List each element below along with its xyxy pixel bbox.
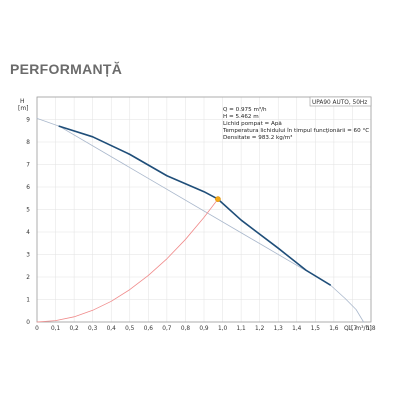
x-tick-label: 0,4	[107, 326, 117, 332]
y-tick-label: 6	[26, 185, 30, 191]
x-tick-label: 1,1	[236, 326, 246, 332]
x-tick-label: 1,5	[311, 326, 321, 332]
plot-frame	[36, 96, 372, 323]
annotation-line: Q = 0.975 m³/h	[223, 106, 267, 113]
x-tick-label: 1,7	[348, 326, 358, 332]
legend-box	[309, 96, 372, 107]
y-axis-label: H	[20, 98, 25, 105]
y-tick-label: 9	[26, 118, 30, 124]
x-tick-label: 1,4	[292, 326, 302, 332]
x-tick-label: 0,2	[69, 326, 79, 332]
operating-point-marker	[215, 196, 221, 202]
x-tick-label: 1,0	[218, 326, 228, 332]
chart-series	[36, 117, 364, 323]
x-tick-label: 1,3	[274, 326, 284, 332]
y-tick-label: 5	[26, 208, 30, 214]
x-tick-label: 0,6	[144, 326, 154, 332]
pump-curve-extension-line	[36, 117, 364, 323]
x-tick-label: 0,5	[125, 326, 135, 332]
x-tick-label: 1,8	[366, 326, 376, 332]
y-tick-label: 1	[26, 298, 30, 304]
page-title: PERFORMANȚĂ	[10, 61, 123, 77]
y-tick-label: 0	[26, 320, 30, 326]
x-tick-label: 0,9	[199, 326, 209, 332]
x-tick-label: 1,6	[329, 326, 339, 332]
legend: UPA90 AUTO, 50Hz	[309, 96, 372, 107]
legend-label: UPA90 AUTO, 50Hz	[312, 100, 367, 106]
x-tick-label: 0,8	[181, 326, 191, 332]
annotation-line: H = 5.462 m	[223, 114, 259, 120]
annotation-line: Lichid pompat = Apă	[223, 121, 282, 127]
chart-grid	[37, 97, 371, 322]
chart-axes: H [m] Q [ m³/h]	[18, 96, 372, 332]
y-tick-label: 3	[26, 253, 30, 259]
pump-curve-line	[58, 125, 331, 286]
tick-labels: 0 0,1 0,2 0,3 0,4 0,5 0,6 0,7 0,8 0,9 1,0 1,1 1,2 1,3…	[26, 118, 376, 333]
x-tick-label: 0	[35, 326, 39, 332]
y-axis-unit: [m]	[18, 105, 29, 112]
system-curve-line	[36, 198, 219, 323]
y-tick-label: 2	[26, 275, 30, 281]
y-tick-label: 4	[26, 230, 30, 236]
y-tick-label: 7	[26, 163, 30, 169]
x-axis-label: Q	[344, 325, 349, 332]
x-tick-label: 0,7	[162, 326, 172, 332]
x-tick-label: 0,1	[51, 326, 61, 332]
x-tick-label: 0,3	[88, 326, 98, 332]
annotation-line: Temperatura lichidului în timpul funcţio…	[222, 127, 369, 134]
y-tick-label: 8	[26, 140, 30, 146]
annotation-line: Densitate = 983.2 kg/m³	[223, 134, 292, 141]
x-tick-label: 1,2	[255, 326, 265, 332]
x-axis-unit: [ m³/h]	[351, 325, 372, 332]
